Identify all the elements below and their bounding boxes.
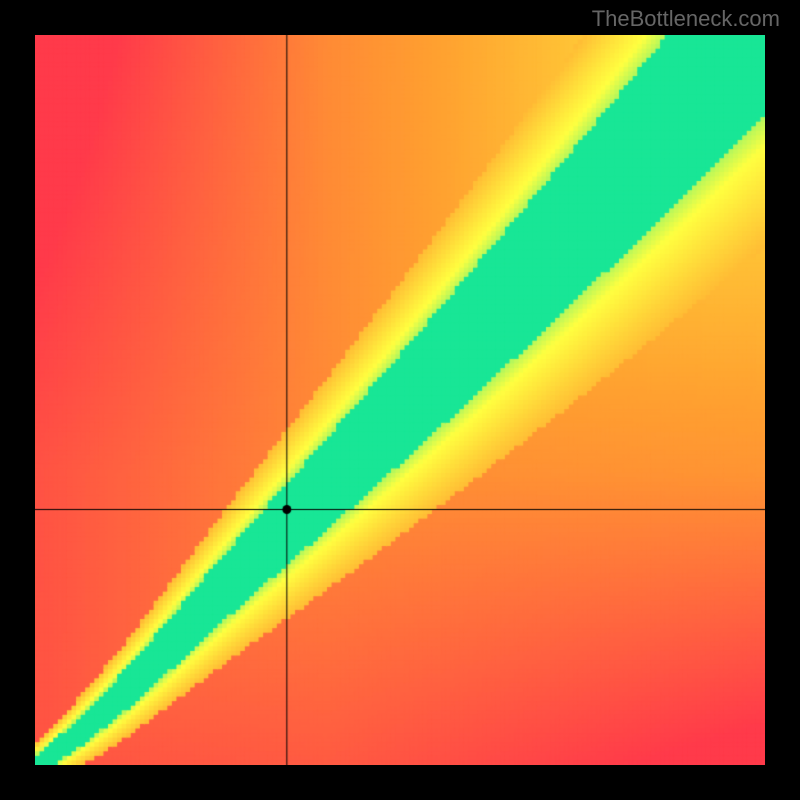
bottleneck-heatmap xyxy=(35,35,765,765)
attribution-text: TheBottleneck.com xyxy=(592,6,780,32)
heatmap-canvas-wrap xyxy=(35,35,765,765)
chart-container: TheBottleneck.com xyxy=(0,0,800,800)
